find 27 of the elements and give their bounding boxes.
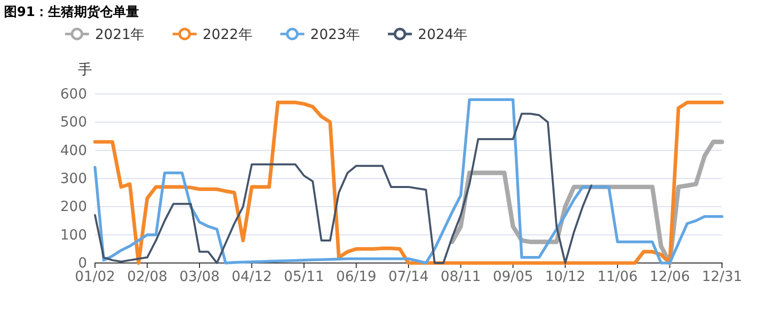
x-tick-label: 12/31: [702, 268, 742, 285]
y-tick-label: 500: [60, 114, 87, 131]
y-tick-label: 600: [60, 86, 87, 102]
legend-label: 2023年: [310, 27, 360, 43]
y-axis-title: 手: [78, 62, 92, 78]
y-tick-label: 400: [60, 142, 87, 159]
x-tick-label: 07/14: [388, 268, 429, 285]
y-tick-label: 100: [60, 227, 87, 244]
y-tick-label: 0: [78, 255, 87, 272]
legend-label: 2022年: [202, 27, 252, 43]
y-tick-label: 200: [60, 199, 87, 216]
x-tick-label: 12/06: [650, 268, 690, 285]
line-series: [94, 112, 592, 264]
x-tick-label: 09/05: [492, 268, 534, 285]
x-tick-label: 08/11: [440, 268, 481, 285]
x-tick-label: 03/08: [179, 268, 220, 285]
x-tick-label: 02/08: [127, 268, 168, 285]
chart-title: 图91：生猪期货仓单量: [4, 4, 140, 20]
x-tick-label: 04/12: [232, 268, 272, 285]
legend-label: 2024年: [418, 27, 468, 43]
x-tick-label: 11/06: [597, 268, 638, 285]
x-tick-label: 01/02: [74, 268, 116, 285]
x-tick-label: 06/19: [336, 268, 376, 285]
legend-label: 2021年: [95, 27, 145, 43]
x-tick-label: 10/12: [545, 268, 586, 285]
x-tick-label: 05/11: [284, 268, 324, 285]
y-tick-label: 300: [60, 170, 87, 187]
